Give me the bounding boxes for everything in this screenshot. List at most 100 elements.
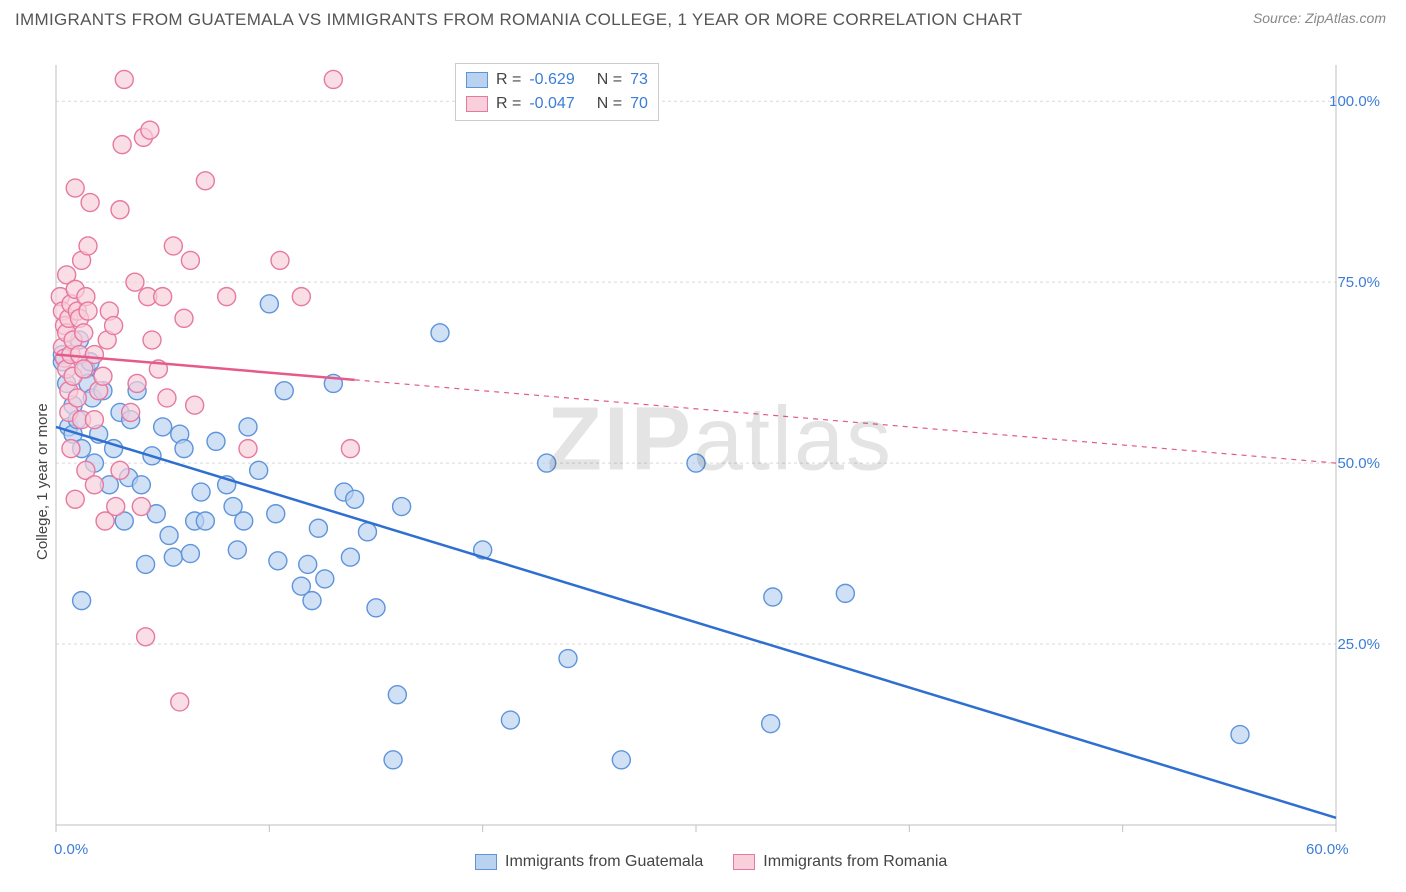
data-point xyxy=(1231,726,1249,744)
data-point xyxy=(85,346,103,364)
data-point xyxy=(137,555,155,573)
data-point xyxy=(358,523,376,541)
n-value: 70 xyxy=(630,92,648,116)
x-axis-min-label: 0.0% xyxy=(54,841,88,858)
data-point xyxy=(94,367,112,385)
data-point xyxy=(239,440,257,458)
data-point xyxy=(271,251,289,269)
data-point xyxy=(501,711,519,729)
data-point xyxy=(431,324,449,342)
data-point xyxy=(105,317,123,335)
data-point xyxy=(559,650,577,668)
data-point xyxy=(75,324,93,342)
data-point xyxy=(111,461,129,479)
data-point xyxy=(250,461,268,479)
svg-text:25.0%: 25.0% xyxy=(1337,636,1380,653)
data-point xyxy=(388,686,406,704)
data-point xyxy=(115,70,133,88)
r-value: -0.047 xyxy=(529,92,574,116)
legend-swatch xyxy=(475,854,497,870)
data-point xyxy=(160,526,178,544)
legend-item: Immigrants from Guatemala xyxy=(475,853,703,871)
svg-text:50.0%: 50.0% xyxy=(1337,455,1380,472)
data-point xyxy=(341,440,359,458)
data-point xyxy=(275,382,293,400)
n-label: N = xyxy=(597,92,622,116)
r-label: R = xyxy=(496,68,521,92)
data-point xyxy=(126,273,144,291)
data-point xyxy=(113,136,131,154)
data-point xyxy=(68,389,86,407)
data-point xyxy=(81,194,99,212)
data-point xyxy=(341,548,359,566)
data-point xyxy=(192,483,210,501)
scatter-plot-svg: 25.0% 50.0% 75.0% 100.0% xyxy=(50,45,1390,845)
source-attribution: Source: ZipAtlas.com xyxy=(1253,10,1386,26)
data-point xyxy=(346,490,364,508)
data-point xyxy=(538,454,556,472)
legend-label: Immigrants from Guatemala xyxy=(505,853,703,871)
data-point xyxy=(218,288,236,306)
legend-item: Immigrants from Romania xyxy=(733,853,947,871)
data-point xyxy=(107,498,125,516)
svg-text:75.0%: 75.0% xyxy=(1337,274,1380,291)
data-point xyxy=(299,555,317,573)
data-point xyxy=(62,440,80,458)
data-point xyxy=(292,288,310,306)
data-point xyxy=(137,628,155,646)
data-point xyxy=(154,418,172,436)
data-point xyxy=(367,599,385,617)
legend-swatch xyxy=(466,72,488,88)
correlation-legend: R = -0.629N = 73R = -0.047N = 70 xyxy=(455,63,659,121)
data-point xyxy=(207,432,225,450)
data-point xyxy=(132,476,150,494)
data-point xyxy=(239,418,257,436)
svg-text:100.0%: 100.0% xyxy=(1329,93,1380,110)
data-point xyxy=(154,288,172,306)
data-point xyxy=(85,476,103,494)
legend-stat-row: R = -0.629N = 73 xyxy=(466,68,648,92)
data-point xyxy=(235,512,253,530)
data-point xyxy=(79,302,97,320)
data-point xyxy=(122,403,140,421)
data-point xyxy=(267,505,285,523)
data-point xyxy=(141,121,159,139)
data-point xyxy=(66,179,84,197)
r-value: -0.629 xyxy=(529,68,574,92)
data-point xyxy=(612,751,630,769)
data-point xyxy=(73,592,91,610)
data-point xyxy=(324,70,342,88)
data-point xyxy=(171,693,189,711)
r-label: R = xyxy=(496,92,521,116)
data-point xyxy=(393,498,411,516)
legend-stat-row: R = -0.047 N = 70 xyxy=(466,92,648,116)
data-point xyxy=(764,588,782,606)
data-point xyxy=(762,715,780,733)
data-point xyxy=(309,519,327,537)
chart-title: IMMIGRANTS FROM GUATEMALA VS IMMIGRANTS … xyxy=(15,10,1022,30)
data-point xyxy=(836,584,854,602)
data-point xyxy=(66,490,84,508)
data-point xyxy=(79,237,97,255)
data-point xyxy=(687,454,705,472)
legend-label: Immigrants from Romania xyxy=(763,853,947,871)
data-point xyxy=(111,201,129,219)
data-point xyxy=(158,389,176,407)
x-axis-max-label: 60.0% xyxy=(1306,841,1349,858)
data-point xyxy=(181,251,199,269)
data-point xyxy=(164,237,182,255)
data-point xyxy=(196,172,214,190)
data-point xyxy=(269,552,287,570)
chart-container: College, 1 year or more 25.0%50.0%75.0%1… xyxy=(50,45,1390,845)
data-point xyxy=(260,295,278,313)
n-label: N = xyxy=(597,68,622,92)
series-legend: Immigrants from Guatemala Immigrants from… xyxy=(475,853,947,871)
trend-line-dashed xyxy=(355,380,1336,463)
data-point xyxy=(164,548,182,566)
data-point xyxy=(196,512,214,530)
data-point xyxy=(303,592,321,610)
data-point xyxy=(175,309,193,327)
trend-line xyxy=(56,427,1336,818)
data-point xyxy=(128,374,146,392)
data-point xyxy=(175,440,193,458)
